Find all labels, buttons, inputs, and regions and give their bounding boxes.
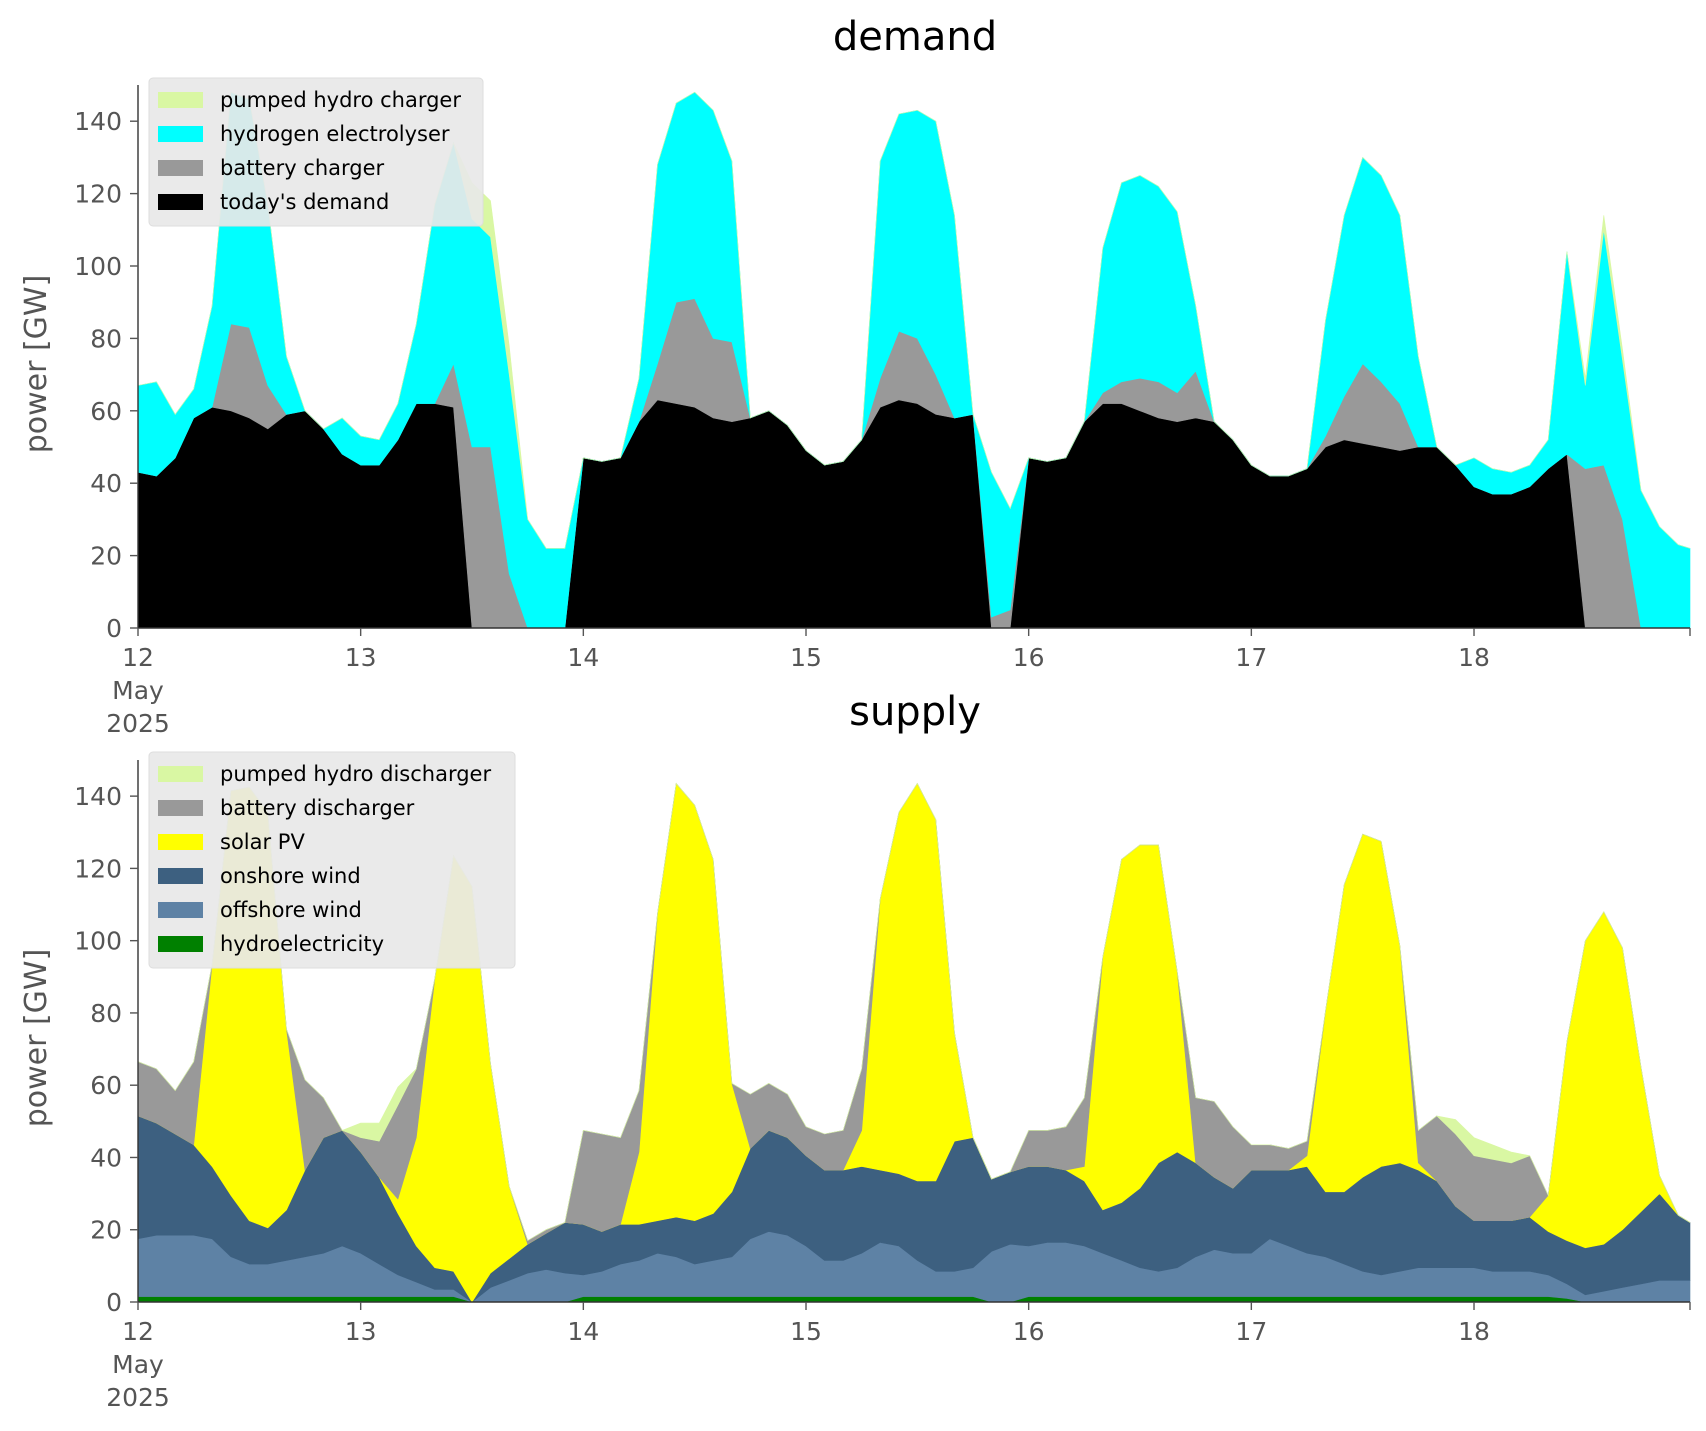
supply-legend-label-pumped-hydro-discharger: pumped hydro discharger bbox=[220, 762, 491, 786]
supply-legend-swatch-onshore-wind bbox=[158, 868, 203, 884]
demand-y-tick-label: 100 bbox=[74, 252, 122, 281]
supply-legend-swatch-hydroelectricity bbox=[158, 936, 203, 952]
supply-y-tick-label: 100 bbox=[74, 927, 122, 956]
demand-y-axis-label: power [GW] bbox=[19, 275, 54, 454]
supply-x-tick-label: 14 bbox=[567, 1317, 599, 1346]
demand-x-tick-label: 2025 bbox=[106, 709, 170, 738]
demand-legend: pumped hydro charger hydrogen electrolyse… bbox=[148, 77, 484, 227]
supply-legend-label-onshore-wind: onshore wind bbox=[220, 864, 361, 888]
supply-legend: pumped hydro discharger battery discharge… bbox=[148, 751, 516, 969]
demand-area-pumped-hydro-charger bbox=[137, 91, 1691, 549]
demand-legend-box bbox=[148, 77, 484, 227]
supply-y-tick-label: 0 bbox=[106, 1288, 122, 1317]
demand-x-tick-label: 16 bbox=[1013, 643, 1045, 672]
supply-x-tick-label: 13 bbox=[345, 1317, 377, 1346]
supply-area-hydroelectricity bbox=[137, 1296, 1690, 1303]
demand-legend-label-today-s-demand: today's demand bbox=[220, 190, 389, 214]
demand-y-tick-label: 140 bbox=[74, 107, 122, 136]
demand-y-tick-label: 60 bbox=[90, 397, 122, 426]
demand-y-tick-label: 80 bbox=[90, 324, 122, 353]
supply-legend-label-battery-discharger: battery discharger bbox=[220, 796, 415, 820]
demand-chart-title: demand bbox=[833, 14, 997, 60]
supply-panel: supply power [GW] 0 20 40 60 80 100 120 140 12 Ma… bbox=[19, 689, 1691, 1412]
demand-legend-label-pumped-hydro-charger: pumped hydro charger bbox=[220, 88, 461, 112]
supply-x-tick-label: 16 bbox=[1013, 1317, 1045, 1346]
supply-y-tick-label: 40 bbox=[90, 1143, 122, 1172]
supply-legend-label-solar-pv: solar PV bbox=[220, 830, 305, 854]
supply-area-pumped-hydro-discharger bbox=[137, 782, 1691, 1242]
supply-x-tick-label: 2025 bbox=[106, 1383, 170, 1412]
supply-legend-swatch-offshore-wind bbox=[158, 902, 203, 918]
supply-y-tick-label: 120 bbox=[74, 854, 122, 883]
supply-y-tick-label: 20 bbox=[90, 1216, 122, 1245]
supply-legend-box bbox=[148, 751, 516, 969]
supply-y-tick-label: 80 bbox=[90, 999, 122, 1028]
demand-x-tick-label: 12 bbox=[122, 643, 154, 672]
demand-x-tick-label: 14 bbox=[567, 643, 599, 672]
demand-legend-swatch-today-s-demand bbox=[158, 194, 203, 210]
supply-legend-swatch-battery-discharger bbox=[158, 800, 203, 816]
supply-y-tick-label: 140 bbox=[74, 782, 122, 811]
demand-y-tick-label: 120 bbox=[74, 180, 122, 209]
supply-areas bbox=[137, 782, 1691, 1303]
demand-y-tick-label: 20 bbox=[90, 542, 122, 571]
demand-areas bbox=[137, 91, 1691, 629]
supply-y-tick-label: 60 bbox=[90, 1071, 122, 1100]
demand-area-today-s-demand bbox=[137, 399, 1690, 629]
supply-legend-swatch-pumped-hydro-discharger bbox=[158, 766, 203, 782]
supply-x-tick-label: 12 bbox=[122, 1317, 154, 1346]
demand-legend-swatch-pumped-hydro-charger bbox=[158, 92, 203, 108]
demand-y-tick-label: 0 bbox=[106, 614, 122, 643]
supply-x-tick-label: 15 bbox=[790, 1317, 822, 1346]
demand-x-tick-label: 17 bbox=[1235, 643, 1267, 672]
supply-x-tick-label: 18 bbox=[1458, 1317, 1490, 1346]
supply-legend-label-hydroelectricity: hydroelectricity bbox=[220, 932, 384, 956]
supply-legend-swatch-solar-pv bbox=[158, 834, 203, 850]
demand-y-tick-label: 40 bbox=[90, 469, 122, 498]
supply-y-axis-label: power [GW] bbox=[19, 949, 54, 1128]
demand-panel: demand power [GW] 0 20 40 60 80 100 120 140 12 Ma… bbox=[19, 14, 1691, 738]
supply-chart-title: supply bbox=[849, 689, 981, 735]
demand-x-tick-label: 13 bbox=[345, 643, 377, 672]
demand-x-tick-label: May bbox=[112, 676, 164, 705]
demand-legend-label-battery-charger: battery charger bbox=[220, 156, 385, 180]
demand-x-tick-label: 18 bbox=[1458, 643, 1490, 672]
demand-x-tick-label: 15 bbox=[790, 643, 822, 672]
demand-legend-swatch-battery-charger bbox=[158, 160, 203, 176]
supply-x-tick-label: 17 bbox=[1235, 1317, 1267, 1346]
demand-legend-label-hydrogen-electrolyser: hydrogen electrolyser bbox=[220, 122, 450, 146]
demand-legend-swatch-hydrogen-electrolyser bbox=[158, 126, 203, 142]
supply-legend-label-offshore-wind: offshore wind bbox=[220, 898, 362, 922]
supply-x-tick-label: May bbox=[112, 1350, 164, 1379]
